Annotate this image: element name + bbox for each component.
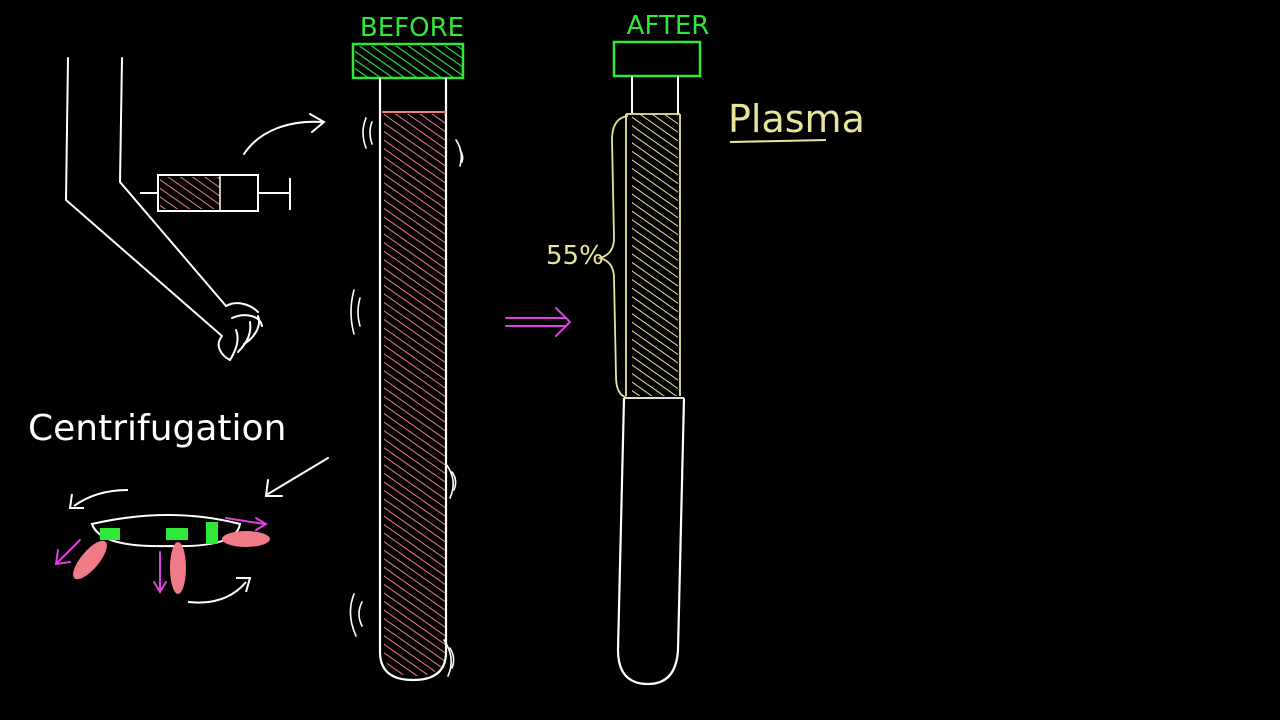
before-cap [351,42,465,80]
plasma-brace [596,115,629,399]
centrifugation-label: Centrifugation [28,408,286,449]
shake-marks [349,117,464,677]
plasma-label: Plasma [728,97,865,141]
syringe-icon [140,174,291,212]
centrifuge-arrow [264,457,329,497]
arm-drawing [65,57,263,361]
plasma-underline [729,139,827,143]
before-tube [378,78,448,682]
after-cap [612,40,702,78]
transfer-arrow [243,113,326,155]
process-arrow [505,307,572,337]
plasma-percentage: 55% [546,241,604,271]
after-tube [616,76,686,686]
centrifuge-icon [54,489,270,604]
after-label: AFTER [627,11,710,41]
before-label: BEFORE [360,13,464,43]
